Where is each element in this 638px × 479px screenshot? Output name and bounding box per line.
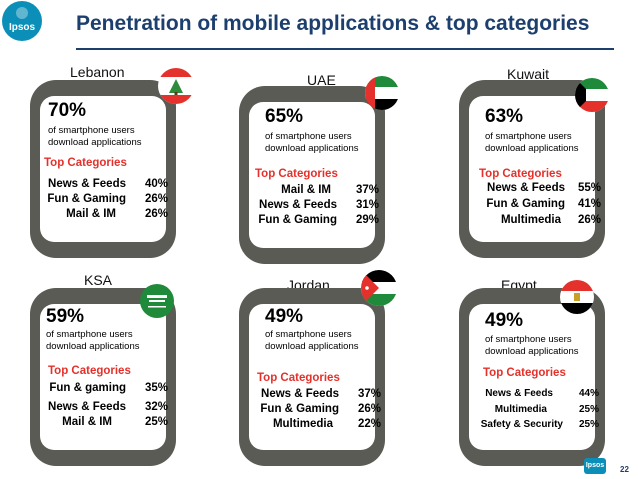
penetration-description: of smartphone users download application… — [48, 125, 142, 148]
category-value: 25% — [144, 416, 168, 428]
category-value: 37% — [357, 388, 381, 400]
country-card-jordan: Jordan 49% of smartphone users download … — [235, 268, 420, 468]
category-value: 41% — [577, 198, 601, 210]
penetration-description: of smartphone users download application… — [485, 334, 579, 357]
phone-frame — [239, 288, 385, 466]
penetration-percent: 70% — [48, 100, 87, 121]
penetration-description: of smartphone users download application… — [265, 329, 359, 352]
penetration-percent: 59% — [46, 306, 85, 327]
category-value: 32% — [144, 401, 168, 413]
category-name: Mail & IM — [66, 208, 116, 220]
category-name: Multimedia — [494, 404, 547, 415]
penetration-description: of smartphone users download application… — [485, 131, 579, 154]
category-name: News & Feeds — [487, 182, 565, 194]
category-value: 26% — [144, 193, 168, 205]
page-title: Penetration of mobile applications & top… — [76, 12, 590, 35]
category-value: 37% — [355, 184, 379, 196]
country-card-egypt: Egypt 49% of smartphone users download a… — [455, 268, 638, 468]
phone-screen — [249, 304, 375, 450]
uae-flag-icon — [365, 76, 399, 110]
penetration-description: of smartphone users download application… — [46, 329, 140, 352]
jordan-flag-icon — [361, 270, 397, 306]
category-value: 35% — [144, 382, 168, 394]
category-name: Fun & Gaming — [260, 403, 339, 415]
category-name: Safety & Security — [480, 419, 563, 430]
country-card-kuwait: Kuwait 63% of smartphone users download … — [455, 62, 638, 262]
category-value: 25% — [578, 419, 599, 430]
category-name: News & Feeds — [261, 388, 339, 400]
phone-screen — [249, 102, 375, 248]
phone-frame — [30, 80, 176, 258]
category-name: Fun & Gaming — [486, 198, 565, 210]
country-card-ksa: KSA 59% of smartphone users download app… — [26, 268, 211, 468]
category-value: 25% — [578, 404, 599, 415]
lebanon-flag-icon — [158, 68, 194, 104]
phone-screen — [40, 304, 166, 450]
top-categories-heading: Top Categories — [255, 168, 338, 180]
category-name: News & Feeds — [259, 199, 337, 211]
country-name: Kuwait — [507, 66, 550, 82]
phone-frame — [459, 80, 605, 258]
category-name: Multimedia — [500, 214, 561, 226]
category-value: 26% — [357, 403, 381, 415]
phone-frame — [459, 288, 605, 466]
kuwait-flag-icon — [575, 78, 609, 112]
page-number: 22 — [620, 465, 629, 474]
country-card-uae: UAE 65% of smartphone users download app… — [235, 68, 420, 268]
category-value: 55% — [577, 182, 601, 194]
category-value: 22% — [357, 418, 381, 430]
country-name: KSA — [84, 272, 113, 288]
penetration-description: of smartphone users download application… — [265, 131, 359, 154]
category-name: Multimedia — [272, 418, 333, 430]
logo-mark-icon — [16, 7, 28, 19]
penetration-percent: 65% — [265, 106, 304, 127]
category-value: 40% — [144, 178, 168, 190]
phone-frame — [30, 288, 176, 466]
phone-screen — [469, 304, 595, 450]
category-value: 26% — [577, 214, 601, 226]
penetration-percent: 63% — [485, 106, 524, 127]
category-name: News & Feeds — [48, 401, 126, 413]
title-divider — [76, 48, 614, 50]
phone-screen — [40, 96, 166, 242]
phone-screen — [469, 96, 595, 242]
phone-frame — [239, 86, 385, 264]
category-value: 29% — [355, 214, 379, 226]
egypt-flag-icon — [560, 280, 594, 314]
ksa-flag-icon — [140, 284, 174, 318]
penetration-percent: 49% — [485, 310, 524, 331]
category-name: Fun & Gaming — [47, 193, 126, 205]
top-categories-heading: Top Categories — [48, 365, 131, 377]
category-name: News & Feeds — [485, 388, 553, 399]
ipsos-logo: Ipsos — [2, 1, 42, 41]
category-value: 31% — [355, 199, 379, 211]
category-value: 26% — [144, 208, 168, 220]
category-name: Mail & IM — [62, 416, 112, 428]
penetration-percent: 49% — [265, 306, 304, 327]
top-categories-heading: Top Categories — [483, 367, 566, 379]
top-categories-heading: Top Categories — [44, 157, 127, 169]
country-name: Lebanon — [70, 64, 125, 80]
category-name: Fun & gaming — [49, 382, 126, 394]
footer-logo: Ipsos — [584, 458, 606, 474]
category-name: Mail & IM — [281, 184, 331, 196]
logo-wordmark: Ipsos — [8, 22, 36, 33]
category-name: Fun & Gaming — [258, 214, 337, 226]
country-card-lebanon: Lebanon 70% of smartphone users download… — [26, 62, 211, 262]
country-name: UAE — [307, 72, 336, 88]
top-categories-heading: Top Categories — [257, 372, 340, 384]
category-value: 44% — [578, 388, 599, 399]
top-categories-heading: Top Categories — [479, 168, 562, 180]
category-name: News & Feeds — [48, 178, 126, 190]
